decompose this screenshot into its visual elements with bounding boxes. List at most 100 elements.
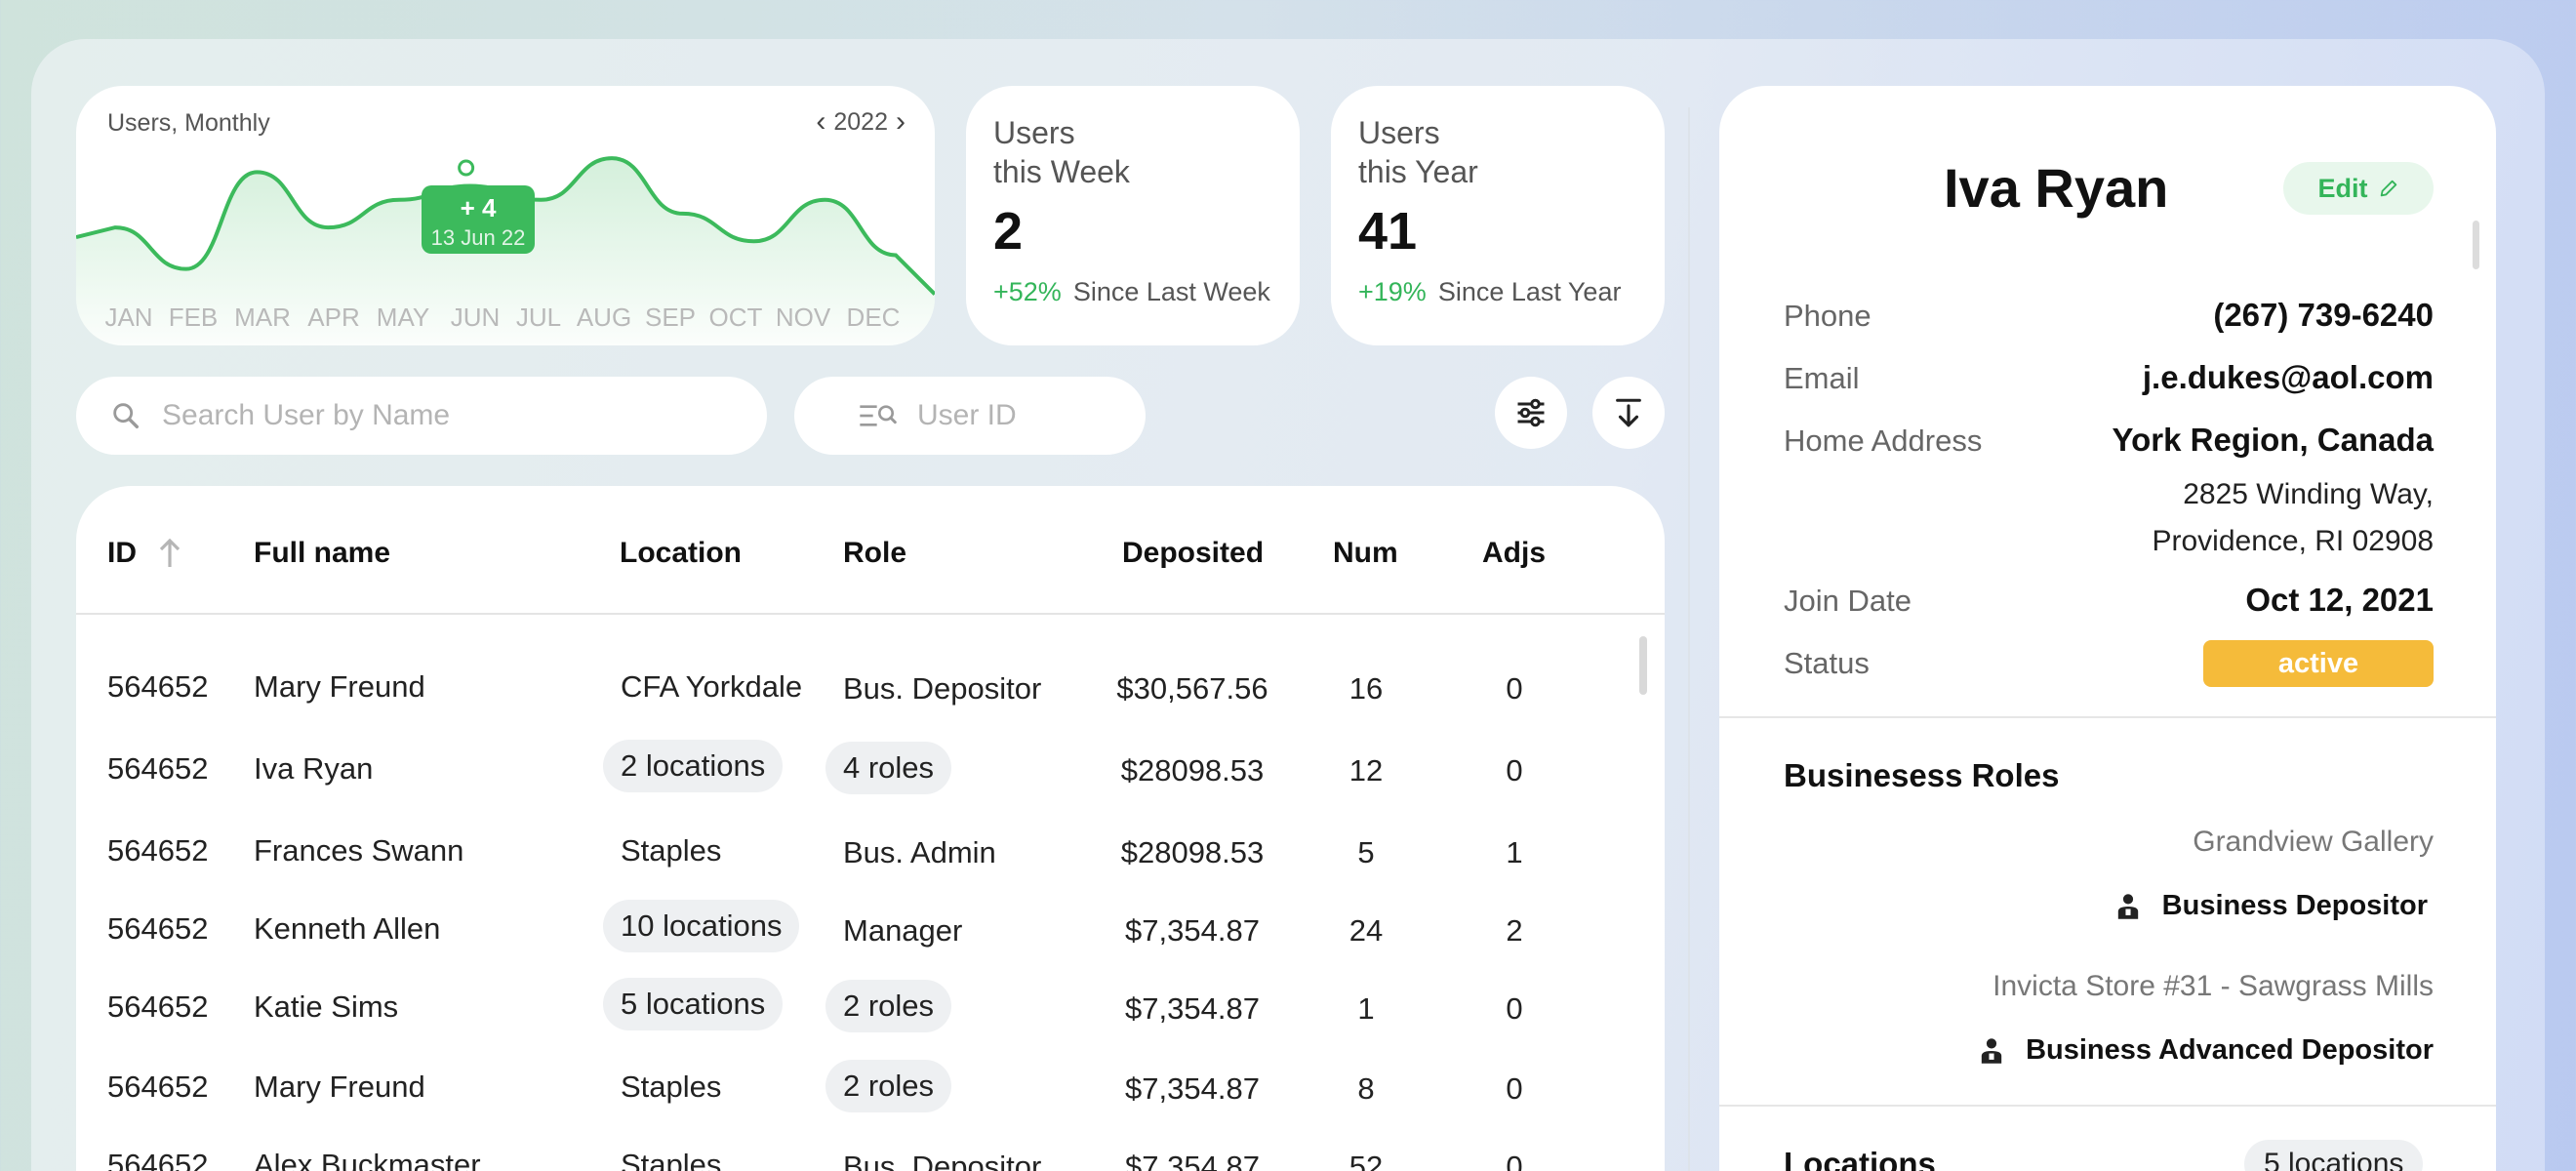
stat-label-line2: this Week bbox=[993, 154, 1130, 189]
chart-highlight-point[interactable] bbox=[458, 159, 475, 177]
chevron-left-icon[interactable]: ‹ bbox=[816, 105, 826, 138]
download-button[interactable] bbox=[1592, 377, 1665, 449]
user-id-placeholder: User ID bbox=[917, 399, 1017, 431]
phone-value: (267) 739-6240 bbox=[2213, 297, 2434, 333]
cell-adjs: 0 bbox=[1506, 1071, 1523, 1106]
month-label: DEC bbox=[846, 303, 901, 332]
year-navigator: ‹ 2022 › bbox=[816, 107, 906, 137]
column-header-adjs[interactable]: Adjs bbox=[1482, 537, 1547, 569]
location-chip[interactable]: 2 locations bbox=[603, 740, 784, 792]
edit-button-label: Edit bbox=[2317, 173, 2368, 203]
filter-button[interactable] bbox=[1495, 377, 1567, 449]
month-label: JAN bbox=[104, 303, 153, 332]
stat-change: +52% Since Last Week bbox=[993, 277, 1270, 307]
monthly-users-chart-card: Users, Monthly ‹ 2022 › JAN FEB MAR APR MAY J… bbox=[76, 86, 935, 345]
cell-id: 564652 bbox=[107, 1070, 209, 1104]
cell-deposited: $28098.53 bbox=[1120, 753, 1265, 787]
stat-label: Users this Week bbox=[993, 113, 1130, 191]
panel-divider bbox=[1688, 107, 1690, 1171]
role-store-name: Invicta Store #31 - Sawgrass Mills bbox=[1992, 970, 2434, 1002]
role-item: Business Depositor bbox=[2115, 890, 2428, 922]
cell-deposited: $7,354.87 bbox=[1125, 1071, 1260, 1106]
role-chip[interactable]: 4 roles bbox=[825, 742, 952, 794]
stat-change-text: Since Last Week bbox=[1072, 277, 1270, 306]
role-item: Business Advanced Depositor bbox=[1979, 1034, 2434, 1067]
stat-change-percent: +52% bbox=[993, 277, 1062, 306]
cell-id: 564652 bbox=[107, 989, 209, 1024]
table-scrollbar[interactable] bbox=[1639, 636, 1647, 695]
users-table bbox=[76, 486, 1665, 1171]
month-label: SEP bbox=[644, 303, 697, 332]
stat-value: 2 bbox=[993, 202, 1024, 261]
cell-adjs: 0 bbox=[1506, 991, 1523, 1026]
cell-adjs: 0 bbox=[1506, 671, 1523, 706]
cell-adjs: 0 bbox=[1506, 753, 1523, 787]
chevron-right-icon[interactable]: › bbox=[896, 105, 906, 138]
detail-scrollbar[interactable] bbox=[2473, 221, 2479, 269]
chart-title: Users, Monthly bbox=[107, 109, 270, 137]
chart-tooltip: + 4 13 Jun 22 bbox=[422, 185, 535, 254]
email-label: Email bbox=[1784, 361, 1860, 395]
month-label: JUL bbox=[515, 303, 562, 332]
cell-role: Bus. Depositor bbox=[843, 671, 1042, 706]
search-name-input[interactable]: Search User by Name bbox=[76, 377, 767, 455]
sort-arrow-up-icon[interactable] bbox=[158, 538, 181, 569]
stat-change-text: Since Last Year bbox=[1437, 277, 1622, 306]
cell-full-name: Mary Freund bbox=[254, 669, 425, 704]
cell-id: 564652 bbox=[107, 911, 209, 946]
table-header-divider bbox=[76, 613, 1665, 615]
person-badge-icon bbox=[1981, 1037, 2002, 1064]
column-header-id-label: ID bbox=[107, 537, 137, 569]
column-header-full-name[interactable]: Full name bbox=[254, 537, 391, 569]
month-label: MAY bbox=[376, 303, 430, 332]
users-this-week-card: Users this Week 2 +52% Since Last Week bbox=[966, 86, 1300, 345]
month-label: AUG bbox=[576, 303, 632, 332]
locations-count-chip[interactable]: 5 locations bbox=[2244, 1140, 2424, 1171]
status-badge: active bbox=[2203, 640, 2434, 687]
cell-deposited: $28098.53 bbox=[1120, 835, 1265, 869]
cell-num: 5 bbox=[1357, 835, 1375, 869]
stat-change: +19% Since Last Year bbox=[1358, 277, 1621, 307]
cell-deposited: $7,354.87 bbox=[1125, 1150, 1260, 1171]
stat-label: Users this Year bbox=[1358, 113, 1478, 191]
cell-location: Staples bbox=[621, 1148, 722, 1171]
column-header-num[interactable]: Num bbox=[1333, 537, 1398, 569]
cell-adjs: 1 bbox=[1506, 835, 1523, 869]
location-chip[interactable]: 5 locations bbox=[603, 978, 784, 1030]
cell-num: 12 bbox=[1348, 753, 1384, 787]
stat-value: 41 bbox=[1358, 202, 1418, 261]
role-chip[interactable]: 2 roles bbox=[825, 980, 952, 1032]
role-chip[interactable]: 2 roles bbox=[825, 1060, 952, 1112]
cell-role: Bus. Admin bbox=[843, 835, 996, 869]
tooltip-value: + 4 bbox=[460, 193, 497, 222]
column-header-role[interactable]: Role bbox=[843, 537, 907, 569]
email-value: j.e.dukes@aol.com bbox=[2142, 359, 2434, 395]
address-line1: 2825 Winding Way, bbox=[2183, 478, 2434, 510]
month-label: JUN bbox=[450, 303, 501, 332]
month-label: FEB bbox=[168, 303, 219, 332]
cell-full-name: Kenneth Allen bbox=[254, 911, 441, 946]
join-date-value: Oct 12, 2021 bbox=[2245, 582, 2434, 618]
cell-location: Staples bbox=[621, 1070, 722, 1104]
user-id-input[interactable]: User ID bbox=[794, 377, 1146, 455]
cell-num: 1 bbox=[1357, 991, 1375, 1026]
column-header-deposited[interactable]: Deposited bbox=[1122, 537, 1265, 569]
join-date-label: Join Date bbox=[1784, 584, 1912, 618]
year-label: 2022 bbox=[833, 107, 888, 136]
column-header-location[interactable]: Location bbox=[620, 537, 742, 569]
search-name-placeholder: Search User by Name bbox=[162, 399, 451, 431]
section-divider bbox=[1719, 1105, 2496, 1107]
cell-full-name: Frances Swann bbox=[254, 833, 464, 868]
role-name: Business Depositor bbox=[2161, 890, 2428, 921]
column-header-id[interactable]: ID bbox=[107, 537, 181, 570]
tooltip-date: 13 Jun 22 bbox=[430, 225, 526, 250]
location-chip[interactable]: 10 locations bbox=[603, 900, 800, 952]
month-label: OCT bbox=[708, 303, 763, 332]
edit-button[interactable]: Edit bbox=[2283, 162, 2434, 215]
cell-id: 564652 bbox=[107, 751, 209, 786]
status-label: Status bbox=[1784, 646, 1870, 680]
stat-label-line2: this Year bbox=[1358, 154, 1478, 189]
cell-full-name: Iva Ryan bbox=[254, 751, 374, 786]
locations-title: Locations bbox=[1784, 1146, 1936, 1171]
section-divider bbox=[1719, 716, 2496, 718]
